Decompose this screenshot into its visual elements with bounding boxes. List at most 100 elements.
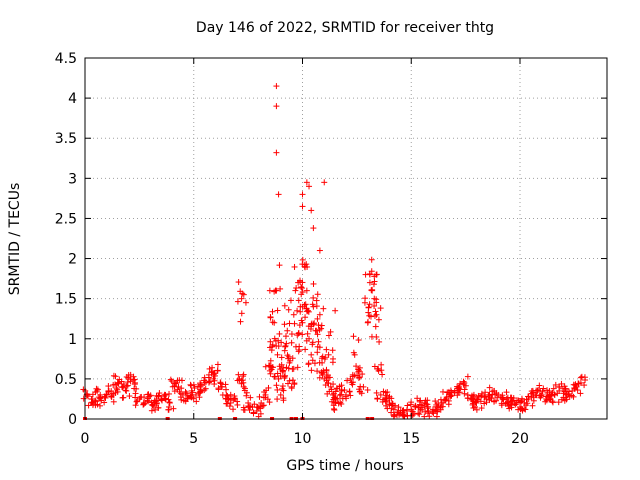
data-point xyxy=(205,379,212,386)
data-point xyxy=(422,408,429,415)
data-point xyxy=(193,398,200,405)
data-point xyxy=(332,388,339,395)
data-point xyxy=(230,406,237,413)
data-point xyxy=(386,401,393,408)
data-point xyxy=(299,319,306,326)
data-point xyxy=(269,319,276,326)
data-point xyxy=(350,333,357,340)
data-point xyxy=(280,387,287,394)
data-point xyxy=(548,392,555,399)
data-point xyxy=(362,295,369,302)
data-point xyxy=(299,279,306,286)
data-point xyxy=(347,392,354,399)
data-point xyxy=(289,377,296,384)
data-point xyxy=(504,399,511,406)
data-point xyxy=(298,283,305,290)
data-point xyxy=(201,374,208,381)
data-point xyxy=(417,397,424,404)
data-point xyxy=(509,397,516,404)
data-point xyxy=(491,398,498,405)
data-point xyxy=(552,381,559,388)
data-point xyxy=(326,388,333,395)
data-point xyxy=(309,341,316,348)
data-point xyxy=(173,380,180,387)
data-point xyxy=(291,263,298,270)
data-point xyxy=(277,285,284,292)
data-point xyxy=(356,364,363,371)
data-point xyxy=(287,297,294,304)
data-point xyxy=(524,400,531,407)
data-point xyxy=(89,391,96,398)
data-point xyxy=(383,397,390,404)
data-point xyxy=(265,362,272,369)
data-point xyxy=(273,342,280,349)
data-point xyxy=(491,387,498,394)
data-point xyxy=(354,372,361,379)
data-point xyxy=(349,379,356,386)
data-point xyxy=(226,403,233,410)
data-point xyxy=(304,330,311,337)
data-point xyxy=(115,379,122,386)
data-point xyxy=(562,386,569,393)
grid-lines xyxy=(85,58,607,419)
data-point xyxy=(316,374,323,381)
data-point xyxy=(303,261,310,268)
data-point xyxy=(268,366,275,373)
data-point xyxy=(482,389,489,396)
data-point xyxy=(263,387,270,394)
data-point xyxy=(566,388,573,395)
data-point xyxy=(570,381,577,388)
data-point xyxy=(540,385,547,392)
chart-title: Day 146 of 2022, SRMTID for receiver tht… xyxy=(196,20,494,36)
data-point xyxy=(310,280,317,287)
data-point xyxy=(130,373,137,380)
data-point xyxy=(323,346,330,353)
y-tick-label: 3 xyxy=(68,171,77,187)
data-point xyxy=(327,328,334,335)
data-point xyxy=(283,340,290,347)
data-point xyxy=(156,390,163,397)
data-point xyxy=(297,308,304,315)
data-point xyxy=(101,399,108,406)
data-point xyxy=(294,307,301,314)
data-point xyxy=(238,380,245,387)
data-point xyxy=(281,302,288,309)
data-point xyxy=(237,318,244,325)
data-point xyxy=(332,307,339,314)
data-point xyxy=(316,247,323,254)
data-point xyxy=(274,396,281,403)
data-point xyxy=(337,391,344,398)
data-point xyxy=(344,377,351,384)
data-point xyxy=(294,364,301,371)
data-point xyxy=(329,347,336,354)
data-point xyxy=(325,351,332,358)
data-point xyxy=(575,380,582,387)
data-point xyxy=(379,371,386,378)
data-point xyxy=(522,406,529,413)
data-point xyxy=(290,311,297,318)
data-point xyxy=(310,294,317,301)
data-point xyxy=(401,411,408,418)
data-point xyxy=(250,410,257,417)
data-point xyxy=(219,391,226,398)
data-point xyxy=(308,351,315,358)
data-point xyxy=(105,383,112,390)
data-point xyxy=(260,402,267,409)
data-point xyxy=(314,315,321,322)
y-axis-label: SRMTID / TECUs xyxy=(7,183,23,296)
data-point xyxy=(530,394,537,401)
data-point xyxy=(246,407,253,414)
data-point xyxy=(325,332,332,339)
data-point xyxy=(324,372,331,379)
data-point xyxy=(373,311,380,318)
data-point xyxy=(408,399,415,406)
data-point xyxy=(568,392,575,399)
y-tick-label: 0.5 xyxy=(55,372,77,388)
x-tick-label: 20 xyxy=(511,431,529,447)
data-point xyxy=(92,402,99,409)
data-point xyxy=(432,407,439,414)
data-point xyxy=(167,376,174,383)
data-point xyxy=(281,375,288,382)
data-point xyxy=(359,371,366,378)
